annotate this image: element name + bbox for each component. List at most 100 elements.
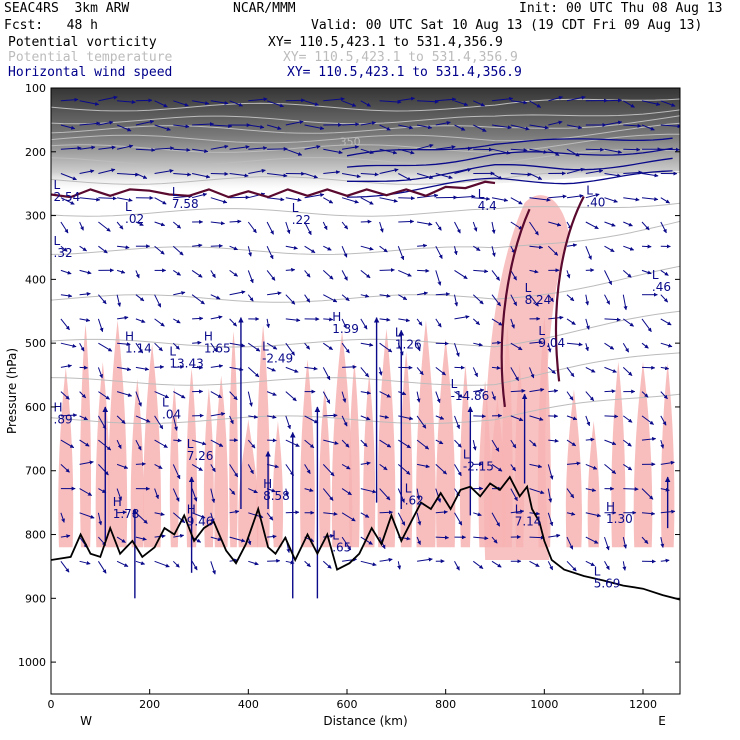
wind-vector bbox=[322, 367, 331, 381]
wind-vector bbox=[79, 460, 94, 465]
pv-plume bbox=[611, 361, 626, 548]
wind-vector bbox=[323, 97, 345, 102]
wind-vector bbox=[529, 245, 544, 250]
wind-vector bbox=[192, 122, 214, 127]
wind-vector bbox=[585, 246, 592, 260]
wind-vector bbox=[342, 122, 360, 127]
wind-vector bbox=[210, 100, 229, 105]
wind-vector bbox=[435, 510, 448, 515]
wind-vector bbox=[116, 560, 129, 567]
wind-vector bbox=[266, 391, 277, 396]
wind-vector bbox=[98, 391, 110, 400]
wind-vector bbox=[435, 270, 442, 286]
wind-vector bbox=[267, 558, 281, 563]
wind-vector bbox=[135, 173, 148, 179]
wind-vector bbox=[604, 294, 611, 305]
stratosphere-shading bbox=[51, 88, 680, 194]
wind-vector bbox=[398, 269, 412, 277]
wind-vector bbox=[641, 437, 657, 441]
wind-vector bbox=[417, 193, 439, 199]
wind-vector bbox=[472, 367, 478, 378]
wind-vector bbox=[435, 391, 441, 404]
wind-vector bbox=[154, 169, 174, 174]
wind-vector bbox=[472, 294, 484, 305]
wind-vector bbox=[342, 173, 361, 179]
wind-vector bbox=[435, 415, 445, 420]
extremum-value: .89 bbox=[54, 413, 73, 427]
wind-vector bbox=[566, 124, 583, 130]
field-xy-wind: XY= 110.5,423.1 to 531.4,356.9 bbox=[287, 65, 522, 80]
wind-vector bbox=[585, 294, 590, 306]
wind-vector bbox=[604, 221, 616, 227]
wind-vector bbox=[529, 148, 548, 154]
wind-vector bbox=[529, 173, 543, 180]
wind-vector bbox=[510, 388, 526, 393]
wind-vector bbox=[60, 293, 73, 298]
wind-vector bbox=[285, 221, 291, 234]
wind-vector bbox=[360, 100, 371, 107]
wind-vector bbox=[135, 270, 140, 279]
wind-vector bbox=[98, 168, 116, 174]
wind-vector bbox=[417, 221, 433, 226]
wind-vector bbox=[641, 318, 652, 333]
wind-vector bbox=[210, 512, 215, 523]
wind-vector bbox=[510, 100, 528, 105]
pv-plume bbox=[377, 328, 396, 548]
extremum-value: 1.14 bbox=[125, 342, 152, 356]
wind-vector bbox=[472, 318, 480, 326]
wind-vector bbox=[416, 536, 421, 545]
wind-vector bbox=[529, 367, 535, 379]
wind-vector bbox=[285, 120, 304, 126]
wind-vector bbox=[491, 270, 500, 281]
wind-vector bbox=[229, 536, 246, 543]
wind-vector bbox=[360, 488, 377, 494]
wind-vector bbox=[322, 221, 328, 231]
wind-vector bbox=[660, 124, 680, 129]
wind-vector bbox=[566, 270, 571, 279]
wind-vector bbox=[604, 389, 616, 394]
wind-vector bbox=[529, 197, 551, 202]
wind-vector bbox=[304, 193, 325, 199]
wind-vector bbox=[417, 243, 428, 248]
pv-plume bbox=[95, 362, 110, 548]
wind-vector bbox=[585, 512, 602, 518]
wind-vector bbox=[116, 391, 133, 397]
extremum-letter: H bbox=[113, 495, 122, 509]
wind-vector bbox=[604, 439, 617, 446]
wind-vector bbox=[172, 512, 186, 524]
wind-vector bbox=[60, 439, 75, 449]
wind-vector bbox=[622, 439, 632, 447]
wind-vector bbox=[135, 148, 156, 153]
y-tick-label: 200 bbox=[25, 146, 46, 159]
pv-tropopause-contour bbox=[51, 180, 496, 199]
pv-plume bbox=[319, 388, 331, 548]
wind-vector bbox=[379, 510, 393, 515]
wind-vector bbox=[285, 366, 299, 373]
wind-vector bbox=[604, 342, 615, 350]
wind-vector bbox=[304, 488, 314, 492]
wind-vector bbox=[248, 146, 268, 151]
wind-vector bbox=[172, 415, 178, 431]
wind-vector bbox=[548, 120, 563, 126]
wind-vector bbox=[60, 318, 70, 331]
extremum-letter: L bbox=[515, 503, 522, 517]
wind-vector bbox=[435, 318, 442, 328]
wind-vector bbox=[379, 293, 391, 298]
wind-vector bbox=[210, 123, 233, 128]
extremum-letter: L bbox=[54, 178, 61, 192]
wind-vector bbox=[491, 560, 502, 568]
wind-vector bbox=[248, 414, 258, 419]
wind-vector bbox=[454, 391, 464, 398]
wind-vector bbox=[604, 120, 623, 126]
wind-vector bbox=[510, 342, 523, 351]
wind-vector bbox=[173, 533, 185, 538]
theta-isentrope bbox=[51, 220, 680, 256]
wind-vector bbox=[510, 197, 523, 205]
wind-vector bbox=[154, 439, 168, 448]
wind-vector bbox=[97, 318, 104, 333]
wind-vector bbox=[379, 439, 392, 448]
wind-vector bbox=[341, 270, 348, 281]
wind-vector bbox=[247, 464, 254, 475]
wind-vector bbox=[173, 365, 185, 370]
